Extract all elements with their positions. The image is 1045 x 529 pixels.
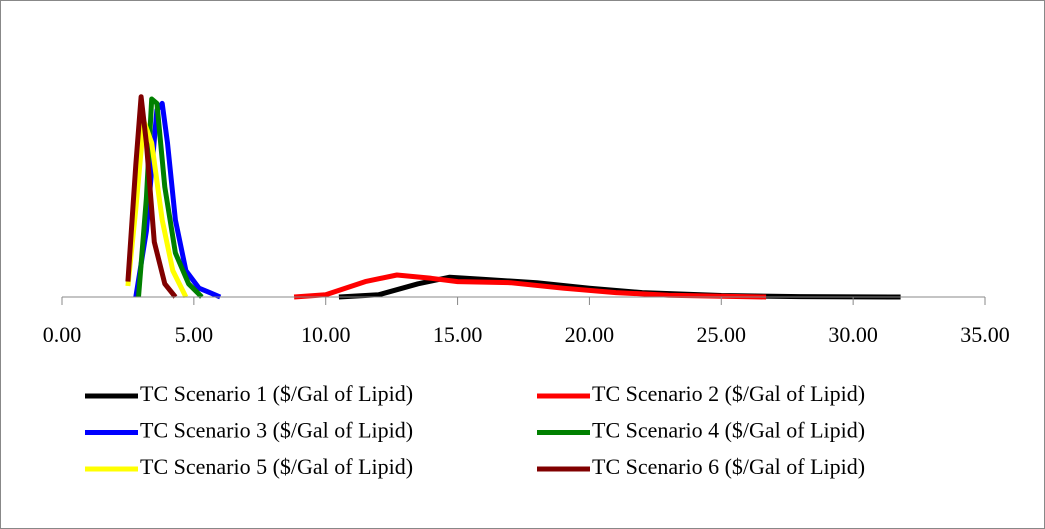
legend-label: TC Scenario 5 ($/Gal of Lipid) (140, 454, 413, 479)
x-tick-label: 5.00 (175, 322, 214, 347)
legend-label: TC Scenario 1 ($/Gal of Lipid) (140, 381, 413, 406)
density-line (293, 272, 767, 300)
x-tick-label: 15.00 (433, 322, 483, 347)
x-tick-label: 10.00 (301, 322, 351, 347)
density-line (133, 100, 222, 300)
x-tick-label: 0.00 (43, 322, 82, 347)
x-tick-label: 35.00 (960, 322, 1010, 347)
density-line (125, 94, 178, 299)
x-tick-label: 20.00 (565, 322, 615, 347)
legend-label: TC Scenario 4 ($/Gal of Lipid) (592, 418, 865, 443)
density-line (125, 118, 189, 299)
x-tick-label: 25.00 (697, 322, 747, 347)
x-tick-label: 30.00 (828, 322, 878, 347)
legend-label: TC Scenario 2 ($/Gal of Lipid) (592, 381, 865, 406)
legend-label: TC Scenario 6 ($/Gal of Lipid) (592, 454, 865, 479)
legend-label: TC Scenario 3 ($/Gal of Lipid) (140, 418, 413, 443)
